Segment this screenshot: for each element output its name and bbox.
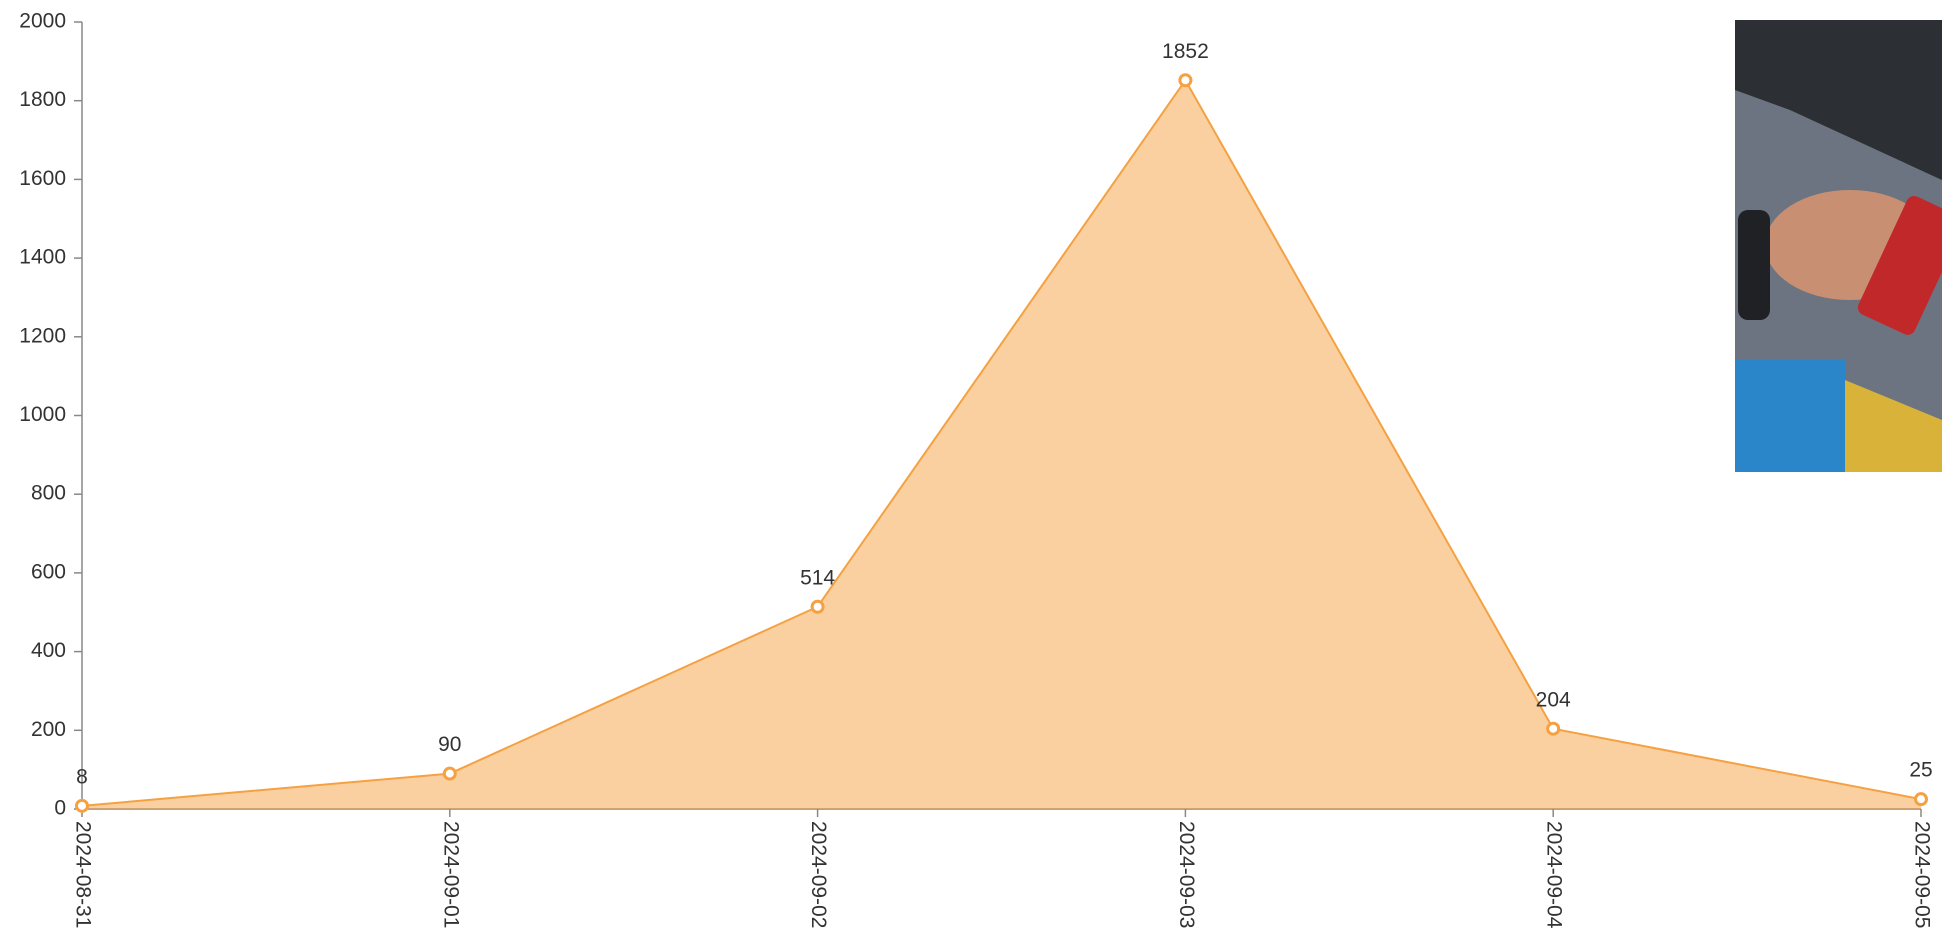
y-tick-label: 800 [31, 482, 66, 505]
data-label: 204 [1536, 688, 1571, 711]
y-tick-label: 1600 [19, 167, 66, 190]
point [1916, 794, 1927, 805]
y-tick-label: 0 [54, 797, 66, 820]
data-label: 514 [800, 566, 835, 589]
point [812, 601, 823, 612]
data-label: 25 [1909, 759, 1932, 782]
y-tick-label: 2000 [19, 10, 66, 33]
x-tick-label: 2024-08-31 [71, 821, 94, 928]
chart: 0 200 400 600 800 1000 1200 1400 1600 1800 2000 202… [0, 0, 1942, 946]
point [444, 768, 455, 779]
photo-inset [1735, 20, 1942, 472]
point [77, 800, 88, 811]
y-tick-label: 600 [31, 560, 66, 583]
y-tick-label: 1000 [19, 403, 66, 426]
page: {"chart_data": {"type": "area", "categor… [0, 0, 1942, 946]
x-tick-label: 2024-09-04 [1543, 821, 1566, 929]
area-fill [82, 80, 1921, 809]
y-tick-label: 400 [31, 639, 66, 662]
x-tick-label: 2024-09-02 [807, 821, 830, 928]
photo-blue-panel [1735, 360, 1845, 472]
y-tick-label: 1200 [19, 324, 66, 347]
x-tick-label: 2024-09-05 [1910, 821, 1933, 928]
point [1548, 723, 1559, 734]
data-label: 8 [76, 765, 88, 788]
y-tick-label: 1800 [19, 88, 66, 111]
y-tick-label: 200 [31, 718, 66, 741]
x-tick-label: 2024-09-01 [439, 821, 462, 928]
photo-watch [1738, 210, 1770, 320]
data-label: 90 [438, 733, 461, 756]
data-label: 1852 [1162, 40, 1209, 63]
x-tick-label: 2024-09-03 [1175, 821, 1198, 928]
point [1180, 75, 1191, 86]
y-tick-label: 1400 [19, 246, 66, 269]
